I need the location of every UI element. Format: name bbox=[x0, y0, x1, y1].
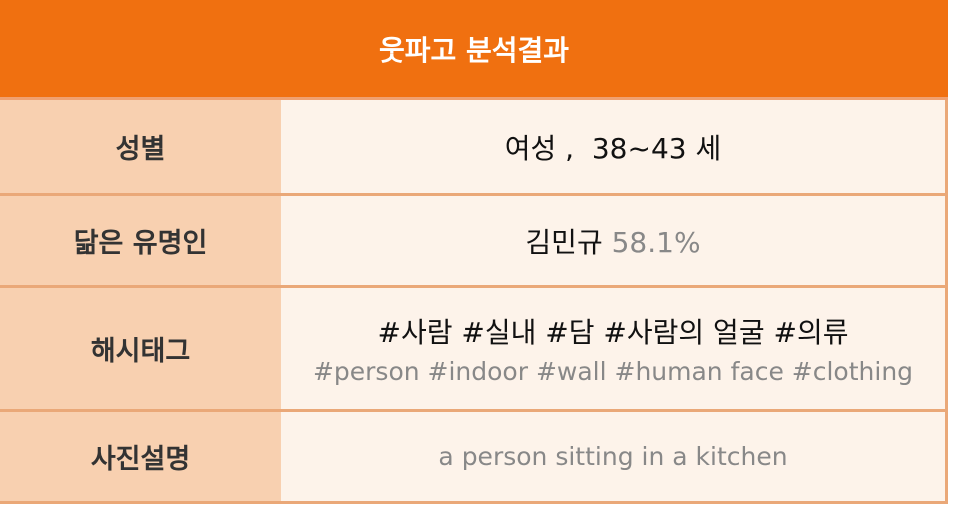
celebrity-label: 닮은 유명인 bbox=[0, 196, 281, 285]
hashtags-english: #person #indoor #wall #human face #cloth… bbox=[312, 357, 914, 386]
row-description: 사진설명 a person sitting in a kitchen bbox=[0, 412, 948, 504]
celebrity-score: 58.1% bbox=[611, 225, 701, 259]
celebrity-value-cell: 김민규 58.1% bbox=[281, 196, 948, 285]
description-value-cell: a person sitting in a kitchen bbox=[281, 412, 948, 501]
description-label: 사진설명 bbox=[0, 412, 281, 501]
hashtags-value-cell: #사람 #실내 #담 #사람의 얼굴 #의류 #person #indoor #… bbox=[281, 288, 948, 409]
gender-value-cell: 여성 , 38~43 세 bbox=[281, 100, 948, 193]
gender-label: 성별 bbox=[0, 100, 281, 193]
description-value: a person sitting in a kitchen bbox=[438, 442, 788, 471]
page-title: 웃파고 분석결과 bbox=[0, 0, 948, 100]
row-hashtags: 해시태그 #사람 #실내 #담 #사람의 얼굴 #의류 #person #ind… bbox=[0, 288, 948, 412]
hashtags-label: 해시태그 bbox=[0, 288, 281, 409]
row-gender: 성별 여성 , 38~43 세 bbox=[0, 100, 948, 196]
hashtags-korean: #사람 #실내 #담 #사람의 얼굴 #의류 bbox=[377, 316, 849, 349]
celebrity-value: 김민규 58.1% bbox=[525, 221, 700, 261]
celebrity-name: 김민규 bbox=[525, 225, 603, 259]
row-celebrity: 닮은 유명인 김민규 58.1% bbox=[0, 196, 948, 288]
gender-value: 여성 , 38~43 세 bbox=[504, 131, 722, 165]
